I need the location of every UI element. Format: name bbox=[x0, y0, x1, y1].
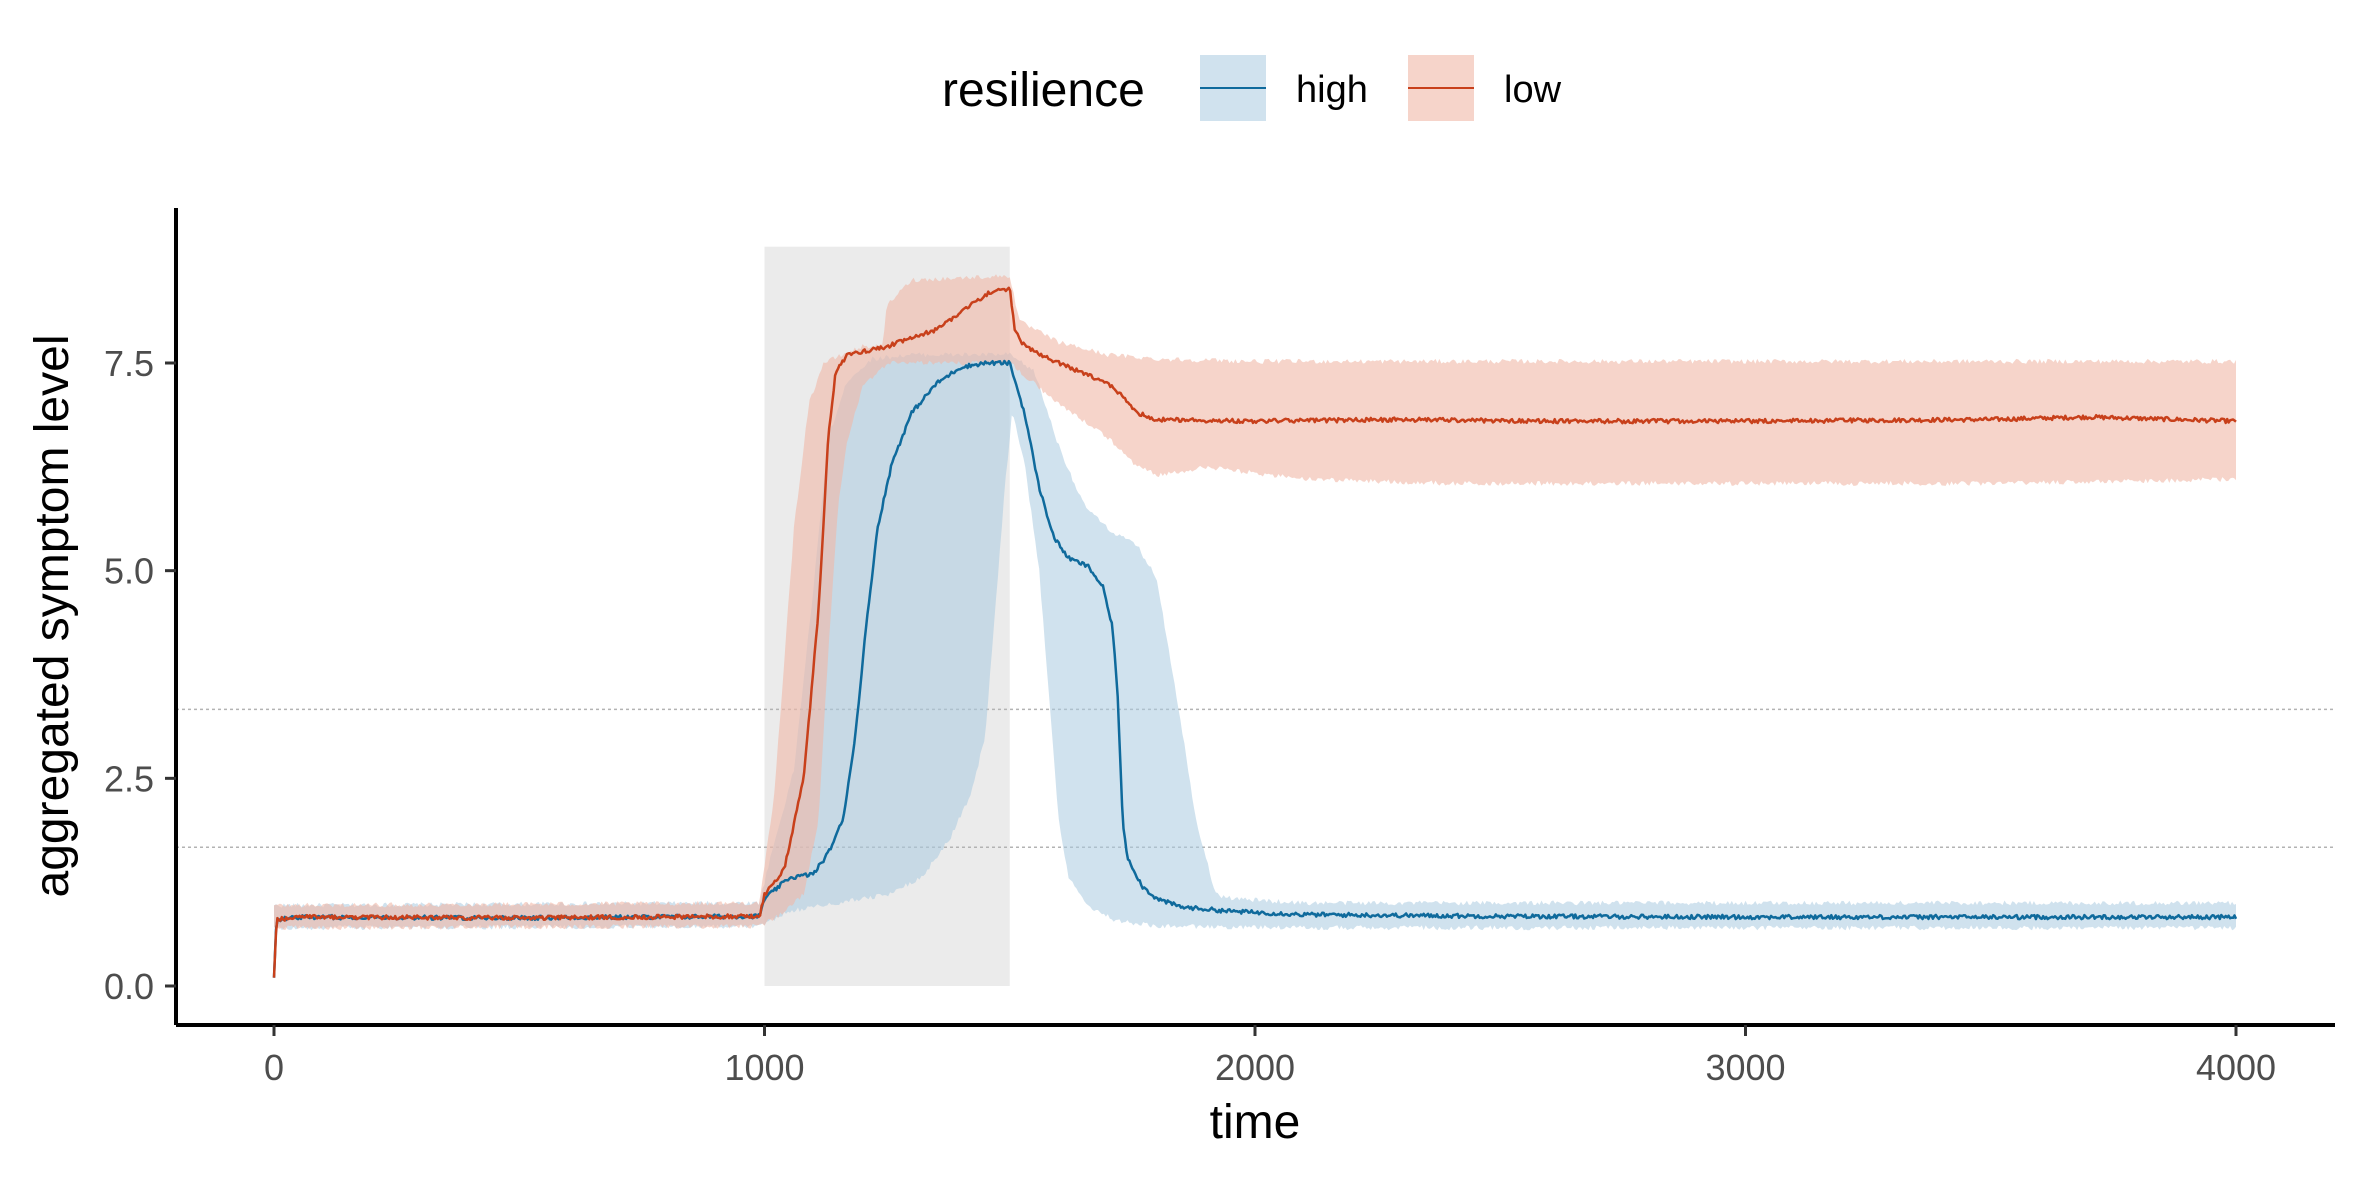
series-line-low bbox=[272, 286, 2237, 978]
x-axis-title: time bbox=[1210, 1096, 1301, 1149]
y-tick-label: 0.0 bbox=[104, 966, 154, 1007]
x-tick-label: 2000 bbox=[1215, 1047, 1295, 1088]
x-tick-label: 3000 bbox=[1705, 1047, 1785, 1088]
ribbon-low bbox=[274, 274, 2236, 930]
legend-label-high: high bbox=[1296, 69, 1368, 111]
axis-ticks: 0 1000 2000 3000 4000 0.0 2.5 5.0 7.5 bbox=[104, 343, 2276, 1088]
plot-area bbox=[176, 246, 2335, 986]
x-tick-label: 1000 bbox=[724, 1047, 804, 1088]
x-tick-label: 4000 bbox=[2196, 1047, 2276, 1088]
y-axis-title: aggregated symptom level bbox=[26, 335, 79, 898]
y-tick-label: 2.5 bbox=[104, 758, 154, 799]
y-tick-label: 5.0 bbox=[104, 551, 154, 592]
x-tick-label: 0 bbox=[264, 1047, 284, 1088]
legend-label-low: low bbox=[1504, 69, 1562, 111]
legend-title: resilience bbox=[942, 64, 1145, 117]
legend: resilience high low bbox=[942, 55, 1562, 121]
y-tick-label: 7.5 bbox=[104, 343, 154, 384]
